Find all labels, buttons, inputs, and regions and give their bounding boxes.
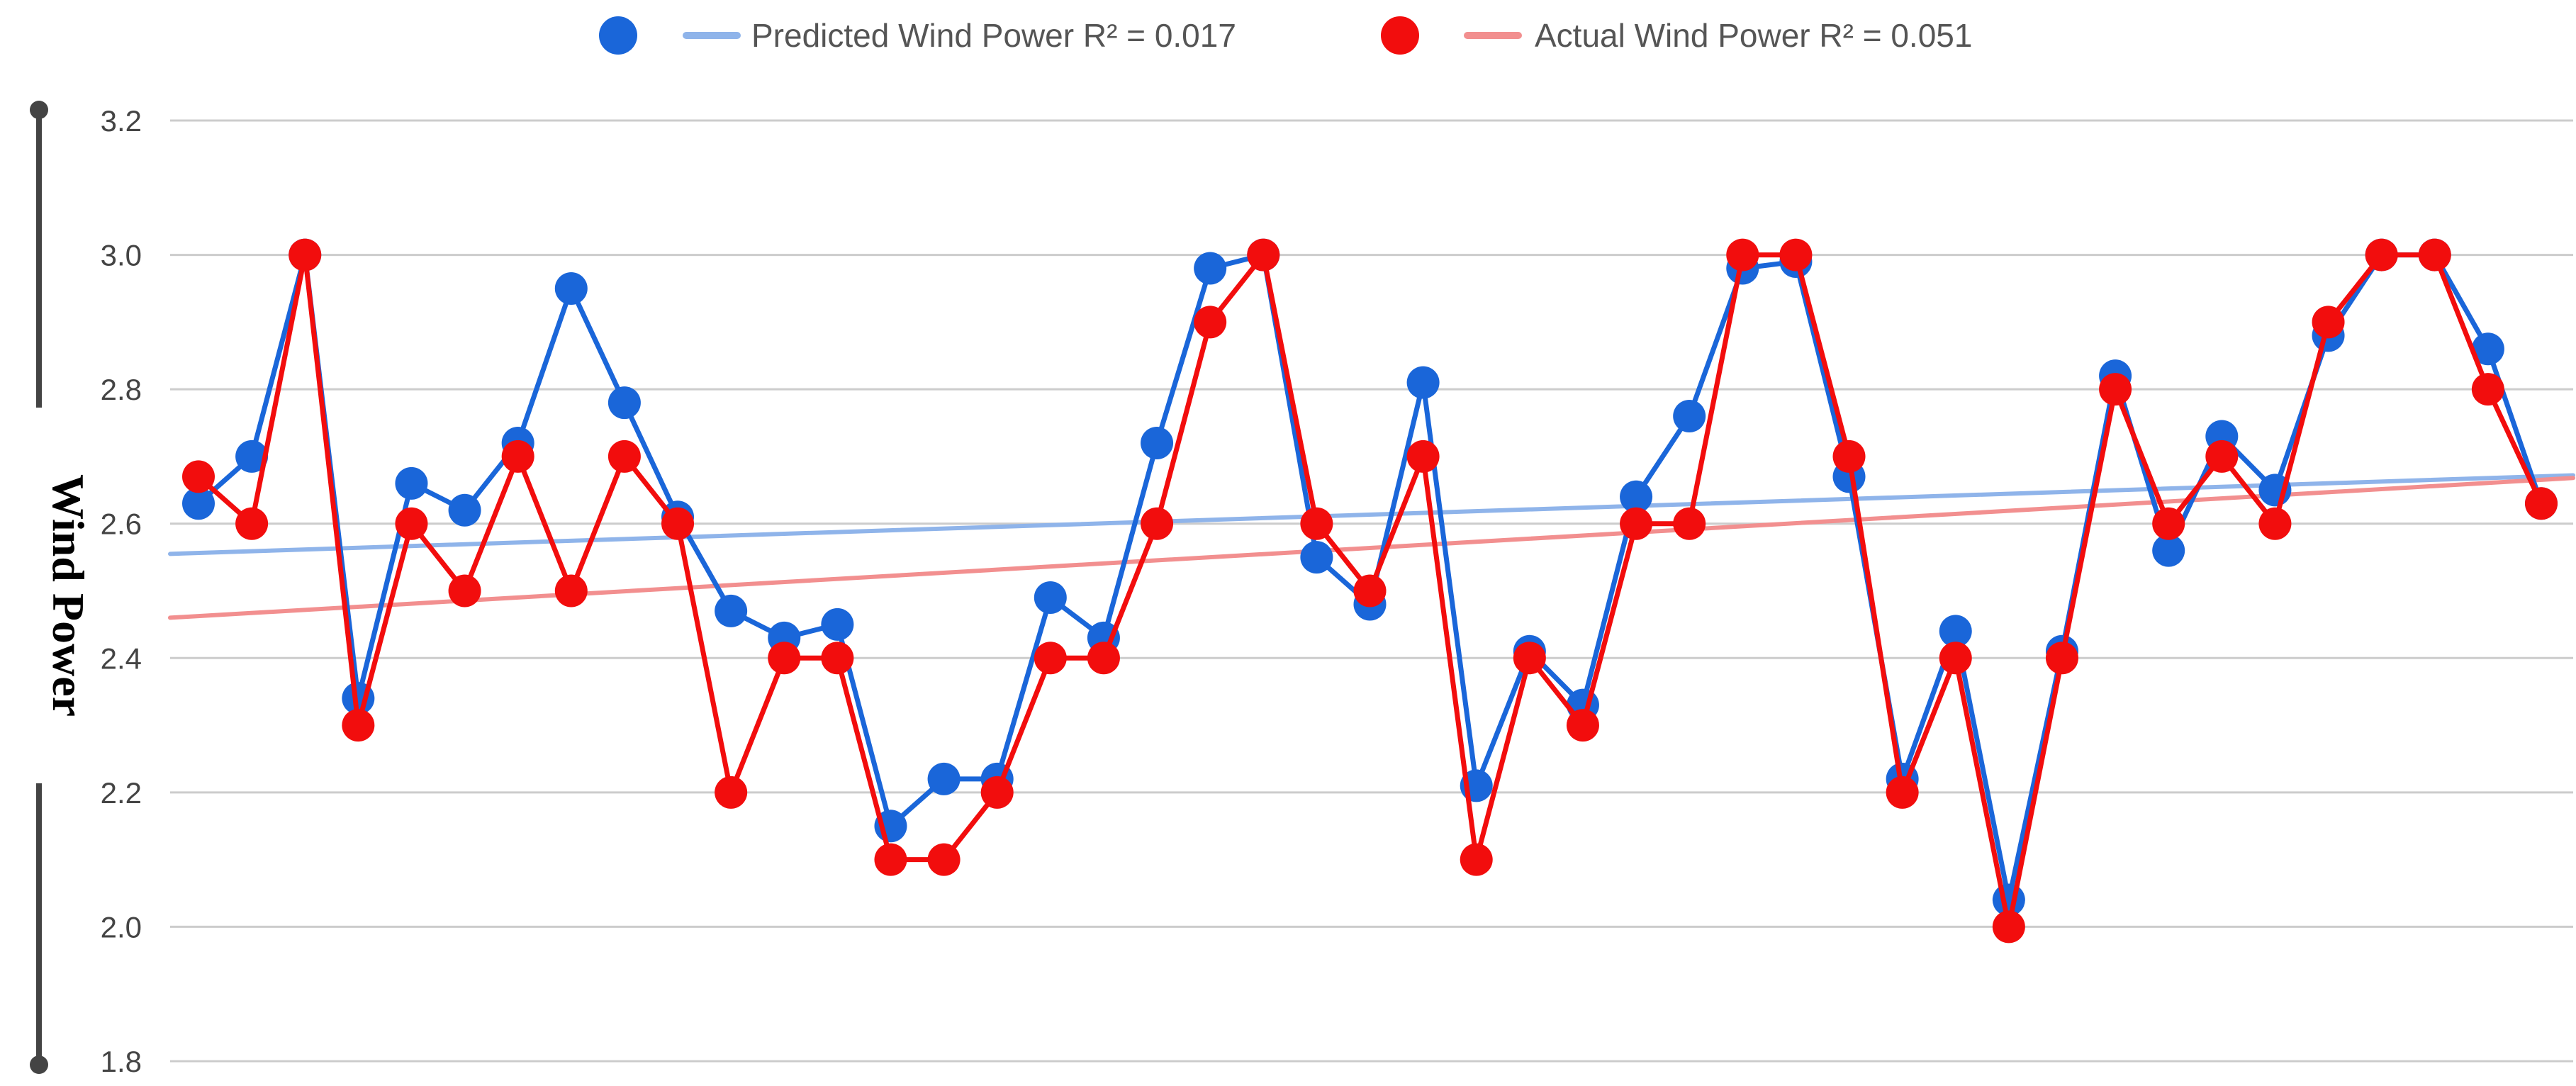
legend-marker-actual	[1381, 16, 1419, 55]
data-point-actual	[2099, 373, 2132, 406]
data-point-predicted	[1673, 400, 1706, 433]
data-point-actual	[768, 642, 801, 675]
data-point-predicted	[395, 466, 428, 500]
data-point-actual	[1300, 507, 1333, 540]
y-tick-labels: 1.8 2.0 2.2 2.4 2.6 2.8 3.0 3.2	[101, 104, 142, 1078]
data-point-actual	[448, 574, 481, 608]
data-point-actual	[2045, 642, 2078, 675]
data-point-actual	[980, 776, 1014, 809]
data-point-actual	[2471, 373, 2504, 406]
data-point-actual	[2312, 306, 2345, 339]
data-point-actual	[821, 642, 854, 675]
data-point-predicted	[448, 493, 481, 527]
data-point-predicted	[1034, 581, 1067, 614]
data-point-actual	[1779, 238, 1813, 272]
data-point-actual	[1194, 306, 1227, 339]
y-tick-label: 3.0	[101, 239, 142, 272]
data-point-actual	[607, 440, 641, 473]
y-tick-label: 2.0	[101, 910, 142, 944]
y-tick-label: 3.2	[101, 104, 142, 138]
data-point-predicted	[1939, 615, 1972, 648]
data-point-actual	[874, 843, 907, 876]
data-point-actual	[2365, 238, 2398, 272]
y-tick-label: 1.8	[101, 1045, 142, 1078]
y-tick-label: 2.4	[101, 642, 142, 675]
data-point-actual	[2205, 440, 2239, 473]
data-point-actual	[1141, 507, 1174, 540]
y-axis-title-group: Wind Power	[30, 101, 94, 1074]
legend: Predicted Wind Power R² = 0.017 Actual W…	[599, 16, 1972, 55]
legend-label-actual: Actual Wind Power R² = 0.051	[1535, 17, 1972, 54]
data-point-predicted	[1300, 541, 1333, 574]
trendline-predicted	[168, 473, 2575, 556]
data-point-predicted	[1141, 426, 1174, 459]
data-point-predicted	[182, 487, 215, 520]
data-point-actual	[927, 843, 961, 876]
data-point-predicted	[607, 386, 641, 420]
data-point-actual	[1886, 776, 1919, 809]
data-point-actual	[1513, 642, 1546, 675]
data-point-actual	[289, 238, 322, 272]
data-point-actual	[1726, 238, 1759, 272]
y-tick-label: 2.8	[101, 373, 142, 406]
grid-layer	[170, 119, 2573, 1063]
data-point-actual	[1832, 440, 1866, 473]
data-point-actual	[1406, 440, 1440, 473]
data-point-predicted	[715, 594, 748, 627]
data-point-actual	[235, 507, 269, 540]
data-point-actual	[2152, 507, 2185, 540]
data-point-actual	[1034, 642, 1067, 675]
data-point-predicted	[1620, 480, 1653, 513]
data-point-actual	[554, 574, 588, 608]
legend-label-predicted: Predicted Wind Power R² = 0.017	[751, 17, 1236, 54]
data-point-actual	[1620, 507, 1653, 540]
data-point-predicted	[2152, 534, 2185, 567]
legend-marker-predicted	[599, 16, 637, 55]
data-point-predicted	[1194, 252, 1227, 285]
data-point-actual	[501, 440, 534, 473]
y-axis-title: Wind Power	[43, 474, 94, 717]
data-point-predicted	[554, 272, 588, 305]
data-point-actual	[1353, 574, 1387, 608]
y-tick-label: 2.6	[101, 508, 142, 541]
data-point-actual	[1673, 507, 1706, 540]
data-point-actual	[1939, 642, 1972, 675]
y-tick-label: 2.2	[101, 776, 142, 810]
data-point-predicted	[235, 440, 269, 473]
data-point-actual	[1992, 910, 2025, 944]
data-point-actual	[395, 507, 428, 540]
data-point-actual	[2258, 507, 2292, 540]
data-point-actual	[2418, 238, 2451, 272]
data-point-actual	[715, 776, 748, 809]
data-point-actual	[1460, 843, 1493, 876]
data-point-predicted	[1406, 366, 1440, 399]
data-point-predicted	[2471, 332, 2504, 366]
data-point-actual	[1087, 642, 1120, 675]
data-point-actual	[2525, 487, 2558, 520]
data-point-actual	[661, 507, 695, 540]
data-point-actual	[1566, 709, 1599, 742]
y-axis-title-bar-bottom-cap	[30, 1056, 48, 1074]
data-point-actual	[342, 709, 375, 742]
data-point-actual	[1247, 238, 1280, 272]
data-point-actual	[182, 460, 215, 493]
y-axis-title-bar-top-cap	[30, 101, 48, 119]
data-point-predicted	[927, 762, 961, 795]
data-point-predicted	[821, 608, 854, 641]
series	[182, 238, 2558, 944]
